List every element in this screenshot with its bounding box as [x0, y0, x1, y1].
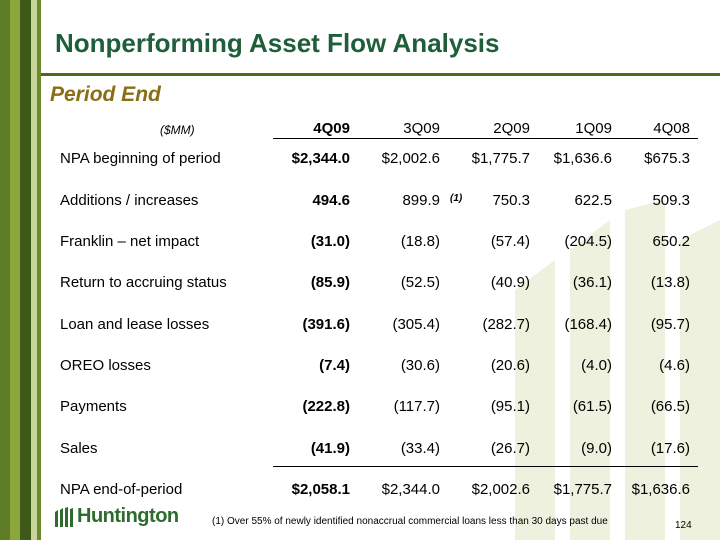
- footnote-marker: (1): [450, 193, 463, 204]
- row-label: Return to accruing status: [60, 274, 227, 291]
- table-cell: $1,775.7: [553, 481, 612, 498]
- row-label: Sales: [60, 440, 98, 457]
- table-cell: (20.6): [490, 357, 530, 374]
- table-cell: (57.4): [490, 233, 530, 250]
- row-label: NPA beginning of period: [60, 150, 221, 167]
- table-cell: (4.6): [659, 357, 690, 374]
- side-stripe-5: [37, 0, 41, 540]
- section-subtitle: Period End: [50, 83, 161, 106]
- column-header: 3Q09: [403, 120, 440, 137]
- table-cell: (13.8): [650, 274, 690, 291]
- page-number: 124: [675, 520, 692, 531]
- row-label: Additions / increases: [60, 192, 199, 209]
- table-cell: (52.5): [400, 274, 440, 291]
- table-cell: (26.7): [490, 440, 530, 457]
- table-cell: (391.6): [302, 316, 350, 333]
- table-cell: (85.9): [310, 274, 350, 291]
- table-cell: $2,344.0: [381, 481, 440, 498]
- table-cell: $2,058.1: [291, 481, 350, 498]
- table-cell: (282.7): [482, 316, 530, 333]
- huntington-logo: Huntington: [55, 505, 179, 528]
- table-cell: 494.6: [312, 192, 350, 209]
- row-label: Franklin – net impact: [60, 233, 200, 250]
- footnote: (1) Over 55% of newly identified nonaccr…: [212, 516, 608, 527]
- table-cell: 899.9: [402, 192, 440, 209]
- table-row: NPA end-of-period $2,058.1 $2,344.0 $2,002.…: [0, 481, 720, 501]
- table-cell: 750.3: [492, 192, 530, 209]
- row-label: Loan and lease losses: [60, 316, 210, 333]
- side-stripe-3: [20, 0, 31, 540]
- column-header: 4Q09: [313, 120, 350, 137]
- table-cell: (9.0): [581, 440, 612, 457]
- column-header: 2Q09: [493, 120, 530, 137]
- table-cell: (168.4): [564, 316, 612, 333]
- table-row: Additions / increases 494.6 899.9 750.3 622.…: [0, 192, 720, 212]
- table-row: Return to accruing status (85.9) (52.5) (40…: [0, 274, 720, 294]
- column-header: 1Q09: [575, 120, 612, 137]
- table-row: NPA beginning of period $2,344.0 $2,002.6 $…: [0, 150, 720, 170]
- table-row: Franklin – net impact (31.0) (18.8) (57.4) (…: [0, 233, 720, 253]
- table-cell: (222.8): [302, 398, 350, 415]
- table-cell: (33.4): [400, 440, 440, 457]
- table-cell: (41.9): [310, 440, 350, 457]
- logo-text: Huntington: [77, 505, 179, 527]
- table-cell: $2,344.0: [291, 150, 350, 167]
- row-label: OREO losses: [60, 357, 151, 374]
- column-header: 4Q08: [653, 120, 690, 137]
- table-cell: (117.7): [393, 398, 440, 415]
- table-cell: (66.5): [650, 398, 690, 415]
- table-cell: $675.3: [644, 150, 690, 167]
- table-cell: (305.4): [392, 316, 440, 333]
- total-rule: [273, 466, 698, 467]
- table-cell: $1,636.6: [553, 150, 612, 167]
- table-row: Loan and lease losses (391.6) (305.4) (282.…: [0, 316, 720, 336]
- table-cell: $2,002.6: [381, 150, 440, 167]
- table-cell: (95.7): [650, 316, 690, 333]
- header-rule: [273, 138, 698, 139]
- title-rule: [41, 73, 720, 76]
- table-cell: (204.5): [564, 233, 612, 250]
- side-stripe-4: [31, 0, 37, 540]
- unit-label: ($MM): [160, 123, 195, 137]
- table-cell: (36.1): [572, 274, 612, 291]
- table-cell: (95.1): [490, 398, 530, 415]
- side-stripe-2: [10, 0, 20, 540]
- table-cell: 622.5: [574, 192, 612, 209]
- table-cell: (18.8): [400, 233, 440, 250]
- row-label: Payments: [60, 398, 127, 415]
- table-cell: $1,775.7: [471, 150, 530, 167]
- logo-watermark: [515, 200, 720, 540]
- table-cell: (31.0): [310, 233, 350, 250]
- table-row: OREO losses (7.4) (30.6) (20.6) (4.0) (4.6): [0, 357, 720, 377]
- table-cell: (7.4): [319, 357, 350, 374]
- side-stripe-1: [0, 0, 10, 540]
- table-cell: $2,002.6: [471, 481, 530, 498]
- table-cell: $1,636.6: [631, 481, 690, 498]
- table-row: Payments (222.8) (117.7) (95.1) (61.5) (66.5): [0, 398, 720, 418]
- logo-icon: [55, 506, 73, 527]
- page-title: Nonperforming Asset Flow Analysis: [55, 28, 500, 58]
- table-cell: 650.2: [652, 233, 690, 250]
- table-cell: (4.0): [581, 357, 612, 374]
- row-label: NPA end-of-period: [60, 481, 183, 498]
- table-cell: (17.6): [650, 440, 690, 457]
- table-cell: (61.5): [572, 398, 612, 415]
- table-row: Sales (41.9) (33.4) (26.7) (9.0) (17.6): [0, 440, 720, 460]
- table-cell: (30.6): [400, 357, 440, 374]
- table-cell: (40.9): [490, 274, 530, 291]
- table-cell: 509.3: [652, 192, 690, 209]
